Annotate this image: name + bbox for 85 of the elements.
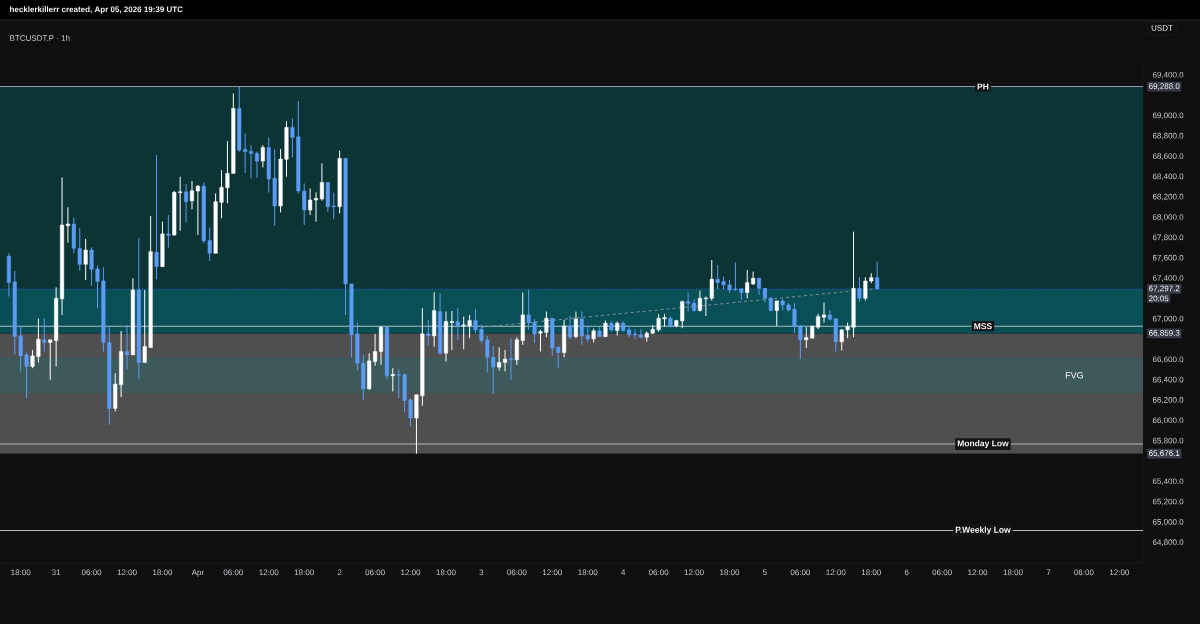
text: USDT — [1151, 25, 1173, 31]
ref-line-label: MSS — [974, 323, 992, 330]
x-tick-label: 18:00 — [436, 569, 456, 576]
x-tick-label: Apr — [191, 569, 204, 577]
x-tick-label: 12:00 — [259, 569, 279, 576]
candlestick — [615, 321, 620, 337]
x-tick-label: 12:00 — [968, 569, 988, 576]
candlestick — [154, 154, 159, 280]
y-tick-label: 65,400.0 — [1152, 478, 1184, 485]
y-tick-label: 66,200.0 — [1152, 397, 1184, 404]
y-tick-label: 66,400.0 — [1152, 376, 1184, 384]
y-tick-label: 65,800.0 — [1152, 437, 1184, 445]
x-tick-label: 18:00 — [294, 569, 314, 576]
x-tick-label: 3 — [479, 569, 484, 576]
y-tick-label: 69,000.0 — [1152, 112, 1184, 120]
candlestick — [160, 221, 165, 268]
y2-tick-label: 69,288.0 — [1149, 83, 1180, 90]
chart-subtitle: hecklerkillerr created, Apr 05, 2026 19:39 UTC — [10, 6, 183, 14]
x-tick-label: 18:00 — [153, 569, 173, 576]
candlestick — [597, 326, 602, 338]
y-tick-label: 67,600.0 — [1152, 254, 1184, 262]
x-tick-label: 6 — [904, 569, 909, 576]
y-tick-label: 68,000.0 — [1152, 214, 1184, 221]
candlestick — [166, 214, 171, 249]
x-tick-label: 06:00 — [81, 569, 102, 576]
x-tick-label: 18:00 — [578, 569, 598, 576]
x-tick-label: 06:00 — [365, 569, 385, 576]
x-tick-label: 18:00 — [861, 569, 881, 576]
candlestick — [42, 318, 47, 353]
candlestick — [774, 300, 779, 327]
y-tick-label: 66,000.0 — [1152, 417, 1184, 425]
x-tick-label: 06:00 — [790, 569, 811, 576]
y-tick-label: 68,200.0 — [1152, 193, 1184, 201]
ref-line-label: P.Weekly Low — [955, 526, 1011, 535]
x-tick-label: 06:00 — [223, 569, 244, 576]
x-tick-label: 12:00 — [826, 569, 846, 576]
x-tick-label: 31 — [51, 569, 61, 576]
y-tick-label: 64,800.0 — [1152, 539, 1184, 546]
y-tick-label: 66,600.0 — [1152, 356, 1184, 364]
candlestick — [603, 320, 608, 338]
candlestick — [83, 238, 88, 281]
candlestick — [136, 237, 141, 380]
x-tick-label: 18:00 — [1003, 569, 1023, 576]
ref-line-label: PH — [977, 83, 989, 90]
y-tick-label: 68,800.0 — [1152, 132, 1184, 140]
x-tick-label: 12:00 — [1109, 569, 1130, 576]
x-tick-label: 06:00 — [507, 569, 527, 576]
x-tick-label: 12:00 — [401, 569, 421, 576]
candlestick — [426, 319, 431, 347]
y2-tick-label: 66,859.3 — [1149, 330, 1180, 337]
y2-tick-label: 65,676.1 — [1149, 450, 1180, 457]
x-tick-label: 12:00 — [117, 569, 137, 576]
candlestick — [432, 291, 437, 348]
x-tick-label: 06:00 — [648, 569, 669, 576]
x-tick-label: 18:00 — [11, 569, 31, 576]
y-tick-label: 65,000.0 — [1152, 519, 1184, 526]
band-label: FVG — [1065, 372, 1083, 379]
y-tick-label: 68,600.0 — [1152, 153, 1184, 160]
candlestick — [455, 307, 460, 341]
y-tick-label: 67,000.0 — [1152, 315, 1184, 323]
text: 20:05 — [1149, 295, 1169, 302]
candlestick — [857, 276, 862, 303]
y2-tick-label: 67,297.2 — [1149, 285, 1180, 293]
x-tick-label: 7 — [1046, 569, 1051, 576]
candlestick — [875, 261, 880, 291]
x-tick-label: 12:00 — [542, 569, 562, 576]
x-tick-label: 12:00 — [684, 569, 704, 576]
x-tick-label: 5 — [763, 569, 767, 576]
y-tick-label: 67,800.0 — [1152, 234, 1184, 242]
x-tick-label: 4 — [621, 569, 626, 576]
candlestick — [591, 328, 596, 344]
x-tick-label: 06:00 — [932, 569, 952, 576]
ref-line-label: Monday Low — [957, 440, 1009, 449]
x-tick-label: 2 — [337, 569, 342, 576]
chart-title: BTCUSDT.P · 1h — [10, 35, 70, 41]
x-tick-label: 06:00 — [1074, 569, 1094, 576]
candlestick — [337, 150, 342, 214]
y-tick-label: 68,400.0 — [1152, 173, 1184, 181]
x-tick-label: 18:00 — [720, 569, 740, 576]
y-tick-label: 69,400.0 — [1152, 71, 1184, 79]
candlestick — [390, 367, 395, 392]
y-tick-label: 67,400.0 — [1152, 275, 1184, 282]
candlestick — [609, 321, 614, 333]
y-tick-label: 65,200.0 — [1152, 498, 1184, 506]
candlestick — [668, 316, 673, 328]
